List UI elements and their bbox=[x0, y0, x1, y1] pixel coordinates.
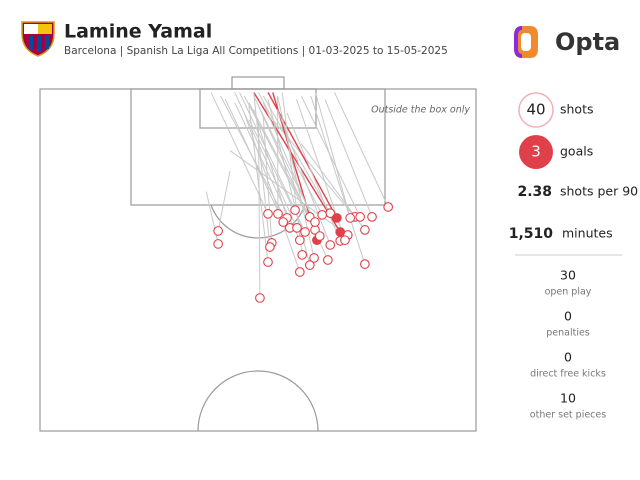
breakdown-label: direct free kicks bbox=[530, 369, 606, 380]
shot bbox=[340, 235, 350, 246]
shot-path bbox=[234, 92, 298, 229]
pitch bbox=[39, 76, 477, 432]
shot bbox=[314, 231, 325, 241]
shot bbox=[294, 267, 305, 277]
breakdown-value: 0 bbox=[564, 309, 572, 324]
shot bbox=[290, 205, 300, 215]
breakdown-label: penalties bbox=[546, 328, 590, 339]
shot bbox=[310, 217, 320, 227]
stat-label: minutes bbox=[562, 226, 613, 241]
shot bbox=[309, 253, 319, 263]
shot-path bbox=[277, 109, 331, 246]
shot bbox=[345, 213, 356, 223]
shot bbox=[355, 212, 366, 222]
shot-path bbox=[324, 99, 373, 218]
shot-path bbox=[217, 170, 231, 232]
stat-value: 1,510 bbox=[509, 226, 554, 242]
shot bbox=[294, 235, 305, 246]
shot bbox=[273, 208, 283, 219]
breakdown-label: other set pieces bbox=[530, 410, 606, 421]
shot bbox=[383, 202, 394, 212]
shot-path bbox=[253, 95, 316, 223]
shot bbox=[323, 255, 333, 265]
stat-value: 2.38 bbox=[517, 184, 552, 200]
subtitle: Barcelona | Spanish La Liga All Competit… bbox=[64, 45, 448, 57]
breakdown-value: 30 bbox=[560, 268, 576, 283]
title: Lamine Yamal bbox=[64, 21, 212, 43]
shot-path bbox=[286, 112, 341, 242]
goal-shot bbox=[335, 227, 346, 237]
shot-path bbox=[224, 99, 284, 223]
stat-value: 40 bbox=[526, 101, 545, 119]
shot bbox=[360, 225, 370, 235]
shot bbox=[300, 227, 310, 237]
shot-path bbox=[253, 92, 341, 233]
shot bbox=[278, 217, 289, 227]
shot-path bbox=[205, 191, 219, 245]
breakdown-value: 10 bbox=[560, 391, 576, 406]
shot bbox=[265, 242, 275, 252]
shot-path bbox=[315, 92, 351, 219]
stat-label: shots per 90 bbox=[560, 184, 638, 199]
brand-name: Opta bbox=[555, 28, 620, 56]
shot-path bbox=[310, 95, 366, 265]
shot-path bbox=[253, 92, 271, 248]
shot bbox=[297, 250, 308, 260]
breakdown-label: open play bbox=[545, 287, 592, 298]
note: Outside the box only bbox=[371, 105, 470, 116]
shot-path bbox=[253, 109, 288, 219]
stat-value: 3 bbox=[531, 143, 541, 161]
club-crest bbox=[21, 21, 55, 57]
shot bbox=[263, 257, 273, 267]
shot-path bbox=[334, 92, 389, 208]
shot bbox=[213, 239, 223, 249]
shot-path bbox=[210, 92, 269, 215]
shots-badge bbox=[518, 92, 554, 128]
goal-shot bbox=[332, 213, 342, 223]
shot bbox=[325, 240, 336, 250]
stat-label: goals bbox=[560, 144, 593, 159]
shot bbox=[255, 293, 265, 303]
shot bbox=[367, 212, 377, 222]
shot bbox=[304, 260, 315, 270]
stat-label: shots bbox=[560, 102, 594, 117]
shot bbox=[213, 226, 223, 236]
goals-badge bbox=[519, 135, 553, 169]
shot-path bbox=[243, 112, 301, 273]
shot-path bbox=[229, 150, 349, 236]
shot-path bbox=[262, 95, 331, 214]
shot bbox=[360, 259, 370, 269]
breakdown-value: 0 bbox=[564, 350, 572, 365]
shot bbox=[263, 208, 273, 219]
shot bbox=[292, 223, 302, 233]
shot-path bbox=[258, 123, 261, 298]
brand-logo bbox=[514, 26, 538, 58]
shot bbox=[317, 210, 328, 220]
